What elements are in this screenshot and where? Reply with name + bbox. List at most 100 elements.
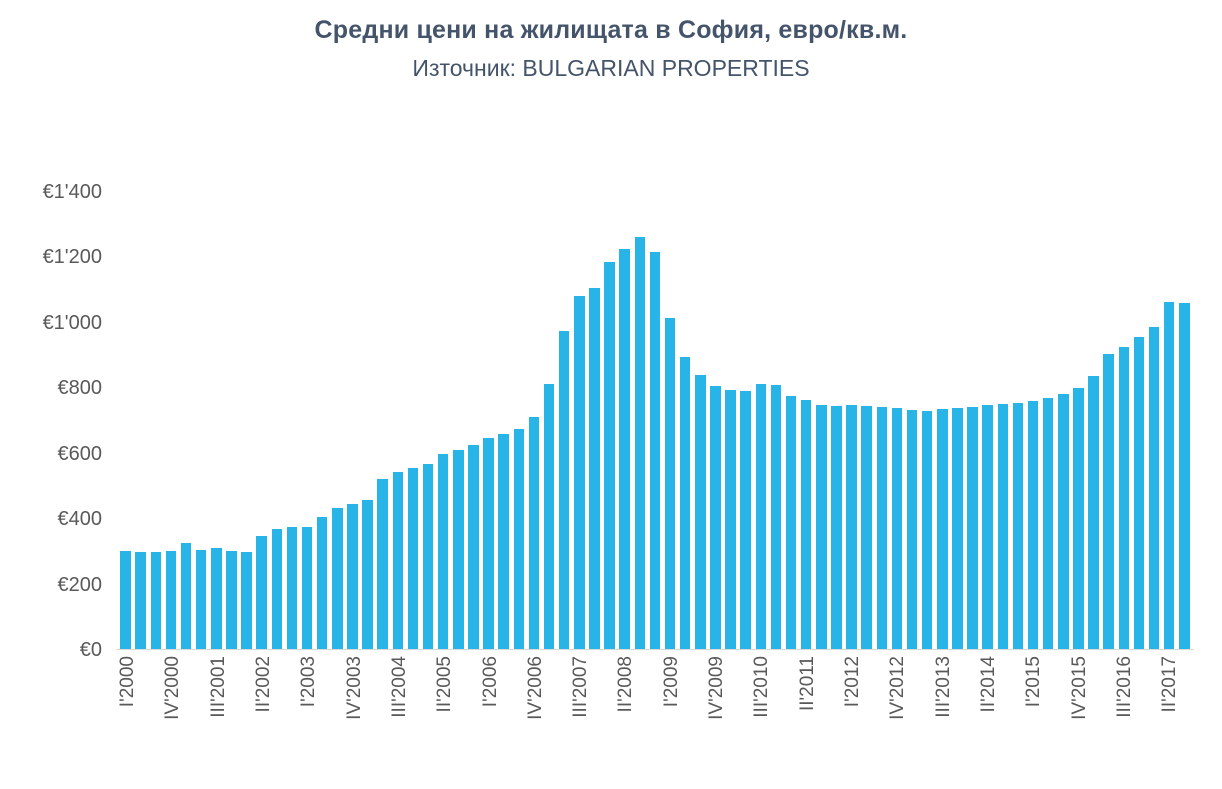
bar-slot: [330, 192, 345, 649]
y-tick-label: €400: [57, 508, 103, 531]
bar-III'2005: [453, 449, 464, 649]
bar-slot: [859, 192, 874, 649]
bar-chart: €0 €200 €400 €600 €800 €1'000 €1'200 €1'400 I'2…: [28, 182, 1194, 770]
x-slot: [228, 650, 241, 770]
bar-slot: [950, 192, 965, 649]
bar-slot: [284, 192, 299, 649]
x-tick-label: III'2013: [932, 656, 954, 718]
bar-slot: [965, 192, 980, 649]
bar-IV'2005: [468, 444, 479, 649]
x-slot: IV'2000: [162, 650, 184, 770]
x-slot: [467, 650, 480, 770]
x-axis: I'2000 IV'2000 III'2001 II'2002 I'2003 IV'200…: [116, 650, 1194, 770]
x-slot: [862, 650, 875, 770]
bar-II'2016: [1103, 353, 1114, 649]
bar-I'2005: [422, 464, 434, 649]
bar-slot: [874, 192, 889, 649]
bar-slot: [738, 192, 753, 649]
x-tick-label: III'2001: [207, 656, 229, 718]
x-slot: [785, 650, 798, 770]
chart-subtitle: Източник: BULGARIAN PROPERTIES: [412, 55, 810, 81]
bar-slot: [663, 192, 678, 649]
x-tick-label: II'2017: [1159, 656, 1181, 713]
x-tick-label: II'2011: [796, 656, 818, 712]
x-slot: [920, 650, 933, 770]
bar-slot: [436, 192, 451, 649]
bar-II'2001: [195, 550, 207, 649]
bar-III'2010: [755, 383, 767, 649]
x-slot: IV'2003: [343, 650, 365, 770]
x-slot: I'2003: [298, 650, 320, 770]
x-slot: I'2000: [117, 650, 138, 770]
chart-body: €0 €200 €400 €600 €800 €1'000 €1'200 €1'400: [28, 182, 1194, 660]
bar-slot: [405, 192, 420, 649]
bar-slot: [496, 192, 511, 649]
x-tick-label: II'2002: [252, 656, 274, 713]
bar-IV'2015: [1073, 387, 1084, 649]
bar-slot: [647, 192, 662, 649]
bar-IV'2002: [286, 527, 298, 649]
x-slot: [966, 650, 979, 770]
bar-slot: [511, 192, 526, 649]
bar-I'2009: [664, 317, 676, 649]
bar-slot: [784, 192, 799, 649]
bar-slot: [163, 192, 178, 649]
bar-II'2014: [982, 405, 993, 649]
bar-III'2014: [997, 404, 1009, 649]
x-slot: II'2011: [796, 650, 818, 770]
bar-slot: [905, 192, 920, 649]
bar-III'2000: [150, 552, 162, 649]
x-slot: IV'2012: [887, 650, 909, 770]
x-slot: [726, 650, 739, 770]
x-slot: III'2007: [570, 650, 592, 770]
x-tick-label: IV'2000: [162, 656, 184, 720]
x-slot: [331, 650, 344, 770]
y-axis: €0 €200 €400 €600 €800 €1'000 €1'200 €1'400: [28, 182, 116, 660]
x-slot: III'2004: [389, 650, 410, 770]
bar-slot: [224, 192, 239, 649]
x-tick-label: I'2015: [1023, 656, 1045, 708]
bar-III'2001: [211, 547, 222, 649]
bar-II'2015: [1042, 397, 1054, 649]
bar-slot: [1041, 192, 1056, 649]
x-tick-label: IV'2003: [343, 656, 365, 720]
x-slot: [182, 650, 195, 770]
bar-II'2002: [256, 536, 267, 649]
bar-slot: [1131, 192, 1146, 649]
x-slot: [500, 650, 513, 770]
x-tick-label: III'2007: [570, 656, 592, 718]
x-slot: II'2002: [252, 650, 274, 770]
bar-slot: [920, 192, 935, 649]
bar-III'2015: [1058, 393, 1069, 649]
bar-slot: [118, 192, 133, 649]
bar-slot: [133, 192, 148, 649]
bar-I'2016: [1088, 376, 1099, 649]
x-slot: [377, 650, 390, 770]
bar-I'2008: [604, 261, 615, 649]
x-slot: I'2009: [661, 650, 682, 770]
bar-slot: [753, 192, 768, 649]
y-tick-label: €800: [57, 377, 103, 400]
bar-II'2000: [135, 552, 146, 649]
bar-II'2006: [498, 433, 509, 649]
bar-slot: [1010, 192, 1025, 649]
bar-slot: [693, 192, 708, 649]
bar-I'2000: [120, 551, 131, 649]
bar-IV'2006: [528, 417, 540, 649]
x-tick-label: IV'2012: [887, 656, 909, 720]
x-slot: III'2016: [1114, 650, 1135, 770]
bar-II'2009: [679, 357, 691, 649]
bar-III'2011: [816, 404, 827, 649]
bar-slot: [1162, 192, 1177, 649]
bar-IV'2007: [589, 287, 600, 649]
bar-I'2014: [967, 406, 978, 649]
bar-IV'2016: [1133, 337, 1145, 649]
x-tick-label: I'2003: [298, 656, 320, 708]
x-slot: [454, 650, 467, 770]
bar-I'2003: [301, 526, 313, 649]
x-slot: III'2013: [932, 650, 954, 770]
bar-slot: [269, 192, 284, 649]
bar-slot: [542, 192, 557, 649]
x-slot: [409, 650, 422, 770]
x-tick-label: I'2006: [479, 656, 501, 708]
